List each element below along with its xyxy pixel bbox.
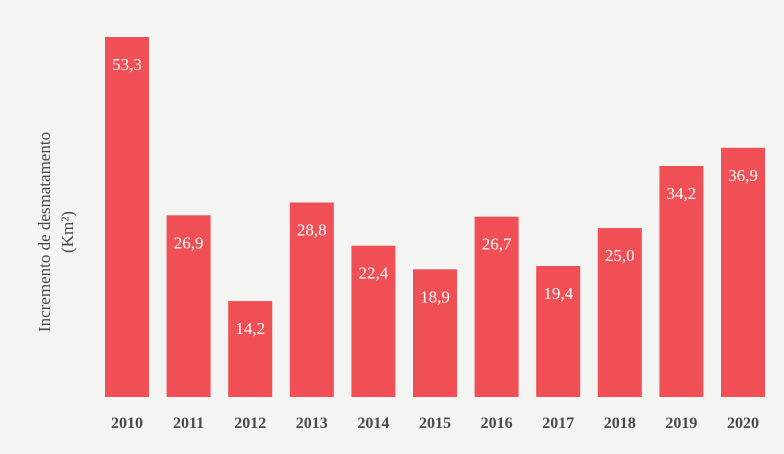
bar-value-label-2018: 25,0 xyxy=(605,246,635,265)
x-tick-label-2014: 2014 xyxy=(357,415,389,432)
x-axis-tick-labels: 2010 2011 2012 2013 2014 2015 2016 2017 2018 2019… xyxy=(111,415,759,432)
x-tick-label-2017: 2017 xyxy=(542,415,574,432)
bar-value-label-2011: 26,9 xyxy=(174,233,204,252)
bar-value-label-2016: 26,7 xyxy=(482,235,512,254)
bar-value-label-2019: 34,2 xyxy=(667,184,697,203)
x-tick-label-2019: 2019 xyxy=(665,415,697,432)
bar-2014 xyxy=(351,245,396,397)
bar-2016 xyxy=(474,216,519,397)
x-tick-label-2012: 2012 xyxy=(234,415,266,432)
bar-2010 xyxy=(105,37,149,397)
bar-2011 xyxy=(166,215,211,397)
bar-value-label-2013: 28,8 xyxy=(297,221,327,240)
bar-value-label-2015: 18,9 xyxy=(420,287,450,306)
x-tick-label-2011: 2011 xyxy=(173,415,204,432)
bar-labels-layer: 53,3 26,9 14,2 28,8 22,4 18,9 26,7 19,4 25,0 34,2… xyxy=(112,55,758,338)
bar-value-label-2010: 53,3 xyxy=(112,55,142,74)
y-axis-title-line2: (Km²) xyxy=(58,211,77,253)
x-tick-label-2015: 2015 xyxy=(419,415,451,432)
bar-value-label-2020: 36,9 xyxy=(728,166,758,185)
bar-2020 xyxy=(721,147,765,397)
bars-layer xyxy=(105,37,765,397)
bar-value-label-2014: 22,4 xyxy=(359,264,389,283)
bar-value-label-2012: 14,2 xyxy=(235,319,265,338)
bar-2018 xyxy=(597,228,642,397)
y-axis-title-line1: Incremento de desmatamento xyxy=(35,132,54,332)
bar-2015 xyxy=(413,269,457,397)
x-tick-label-2013: 2013 xyxy=(296,415,328,432)
bar-2013 xyxy=(289,202,334,397)
x-tick-label-2010: 2010 xyxy=(111,415,143,432)
bar-2019 xyxy=(659,166,704,397)
x-tick-label-2018: 2018 xyxy=(604,415,636,432)
bar-value-label-2017: 19,4 xyxy=(543,284,573,303)
x-tick-label-2020: 2020 xyxy=(727,415,759,432)
x-tick-label-2016: 2016 xyxy=(481,415,513,432)
bar-2012 xyxy=(228,301,273,397)
bar-2017 xyxy=(536,266,581,397)
